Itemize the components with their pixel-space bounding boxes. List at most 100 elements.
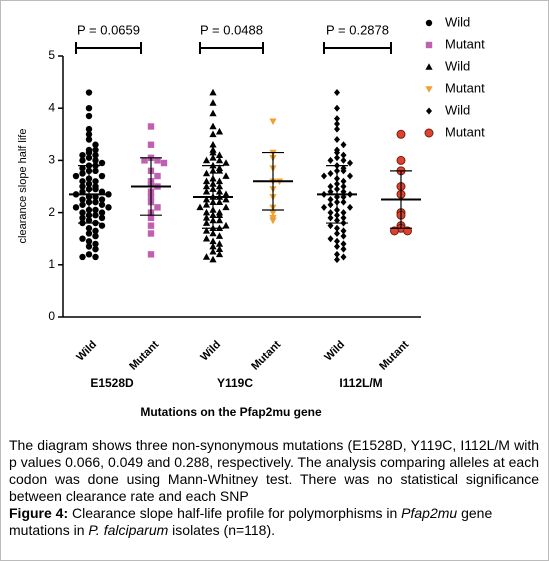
point (85, 230, 93, 237)
point (222, 159, 230, 166)
point (85, 251, 93, 258)
caption-text: P. falciparum (88, 522, 169, 538)
point (327, 201, 334, 209)
point (334, 89, 340, 97)
point (403, 226, 412, 236)
y-tick-label: 0 (48, 309, 55, 323)
annotation: P = 0.0488 (200, 22, 263, 37)
group-label: Y119C (217, 376, 253, 390)
point (327, 169, 334, 177)
point (147, 222, 155, 229)
point (396, 155, 406, 165)
x-tick-label: Mutant (249, 338, 283, 372)
point (79, 214, 86, 222)
point (85, 225, 93, 232)
point (202, 182, 211, 190)
point (327, 183, 334, 190)
legend-label: Mutant (445, 124, 485, 139)
point (215, 177, 224, 185)
point (202, 227, 211, 234)
point (209, 130, 217, 138)
point (79, 157, 86, 164)
point (79, 151, 86, 159)
point (141, 157, 148, 164)
error-bar (390, 170, 412, 229)
legend-label: Wild (445, 58, 470, 73)
point (92, 141, 99, 148)
legend-marker (426, 107, 432, 115)
point (215, 187, 224, 195)
point (334, 115, 340, 123)
point (215, 245, 224, 252)
point (85, 243, 93, 250)
error-bar (140, 157, 162, 216)
point (215, 198, 224, 205)
point (85, 238, 93, 245)
point (327, 156, 334, 164)
point (222, 195, 230, 203)
point (209, 88, 217, 96)
point (202, 200, 211, 208)
figure-caption: Figure 4: Clearance slope half-life prof… (9, 505, 539, 539)
point (92, 151, 99, 159)
point (92, 227, 99, 235)
point (202, 187, 211, 195)
y-tick-label: 3 (48, 153, 55, 167)
point (209, 237, 217, 245)
point (327, 196, 334, 204)
point (340, 167, 347, 175)
point (98, 159, 106, 167)
x-axis-label: Mutations on the Pfap2mu gene (140, 405, 322, 419)
point (85, 131, 93, 138)
y-axis-label: clearance slope half life (17, 129, 29, 244)
point (209, 153, 217, 161)
point (92, 232, 99, 240)
y-tick-label: 5 (48, 48, 55, 62)
point (215, 232, 224, 239)
point (160, 159, 168, 167)
point (79, 201, 86, 208)
point (72, 172, 80, 180)
caption-text: Clearance slope half-life profile for po… (68, 505, 402, 521)
point (92, 240, 99, 248)
point (390, 226, 399, 236)
point (222, 172, 230, 179)
point (209, 247, 217, 255)
point (147, 230, 155, 237)
point (321, 172, 327, 180)
y-tick-label: 4 (48, 100, 55, 114)
error-bar (202, 165, 224, 229)
point (92, 167, 99, 175)
point (334, 149, 340, 157)
legend-label: Wild (445, 102, 470, 117)
point (334, 229, 340, 237)
point (79, 165, 86, 172)
point (79, 170, 86, 177)
point (92, 206, 99, 214)
point (334, 243, 340, 251)
point (154, 172, 161, 180)
error-bar (78, 165, 100, 224)
error-bar (326, 165, 348, 224)
caption-text: Pfap2mu (401, 505, 458, 521)
point (92, 198, 99, 206)
point (340, 214, 347, 222)
point (209, 242, 217, 250)
legend-label: Mutant (445, 36, 485, 51)
x-tick-label: Mutant (127, 338, 161, 372)
point (347, 203, 353, 211)
point (92, 245, 99, 253)
point (92, 185, 99, 193)
point (340, 177, 347, 185)
point (202, 169, 211, 177)
point (209, 229, 217, 237)
point (79, 209, 86, 216)
point (202, 208, 211, 216)
point (92, 157, 99, 164)
point (222, 190, 230, 198)
point (79, 183, 86, 190)
point (334, 136, 340, 144)
point (340, 245, 347, 253)
point (327, 235, 334, 243)
